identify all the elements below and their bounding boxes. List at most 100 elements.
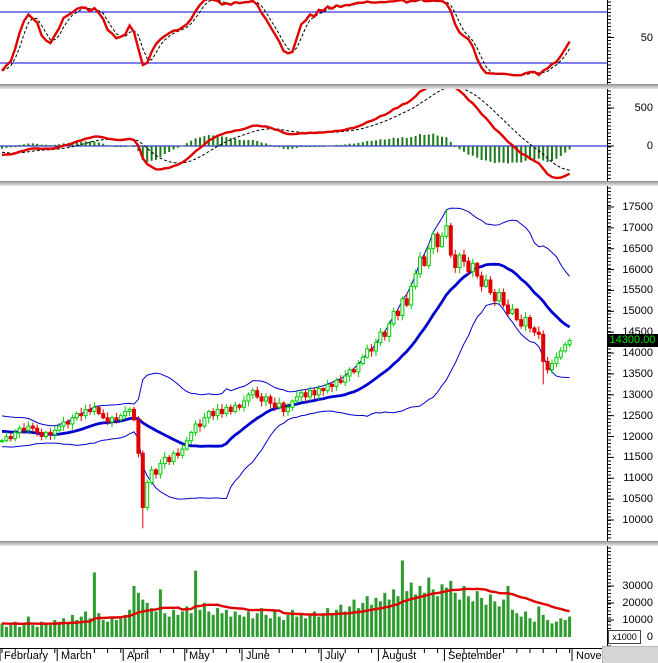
volume-bar (378, 601, 382, 637)
candle-down (382, 331, 387, 337)
volume-bar (559, 618, 563, 637)
macd-signal-dashed (1, 89, 570, 171)
price-axis-label: 11500 (623, 451, 653, 463)
volume-bar (75, 620, 79, 637)
candle-up (347, 369, 352, 377)
volume-bar (176, 614, 180, 637)
candle-down (479, 275, 484, 287)
candle-up (17, 427, 22, 433)
candle-up (558, 350, 563, 358)
volume-bar (246, 611, 250, 637)
volume-bar (532, 621, 536, 637)
candle-down (501, 292, 506, 306)
volume-panel (0, 560, 572, 637)
macd-histogram-bar (471, 146, 474, 156)
macd-histogram-bar (238, 139, 241, 146)
candle-down (154, 469, 158, 475)
volume-multiplier-label: x1000 (608, 630, 641, 644)
volume-bar (356, 608, 360, 637)
macd-histogram-bar (441, 136, 443, 146)
macd-histogram-bar (326, 145, 329, 147)
volume-bar (110, 616, 114, 637)
macd-histogram-bar (5, 146, 8, 148)
volume-bar (462, 586, 466, 637)
macd-histogram-bar (53, 144, 56, 146)
volume-bar (282, 620, 286, 637)
volume-bar (528, 618, 532, 637)
macd-histogram-bar (339, 144, 342, 146)
candle-up (356, 363, 361, 373)
volume-bar (62, 618, 66, 637)
candle-up (57, 425, 62, 431)
volume-bar (40, 621, 44, 637)
bollinger-lower-band (1, 302, 570, 500)
macd-histogram-bar (256, 141, 259, 146)
macd-histogram-bar (251, 139, 254, 146)
stochastic-red-line (1, 0, 571, 77)
macd-histogram-bar (511, 146, 514, 163)
candle-down (101, 413, 106, 419)
volume-bar (211, 614, 215, 637)
volume-bar (79, 616, 83, 637)
bollinger-upper-band (1, 207, 570, 427)
candle-up (149, 469, 154, 483)
volume-bar (44, 623, 48, 637)
macd-histogram-bar (335, 144, 338, 146)
volume-bar (70, 614, 74, 637)
month-label: April (127, 650, 150, 662)
candle-up (180, 448, 185, 456)
volume-bar (264, 614, 268, 637)
volume-bar (167, 616, 171, 637)
macd-histogram-bar (27, 143, 30, 146)
volume-bar (348, 606, 352, 637)
macd-histogram-bar (124, 145, 127, 147)
candle-down (8, 436, 13, 440)
volume-bar (365, 596, 369, 637)
macd-histogram-bar (273, 146, 276, 147)
macd-histogram-bar (555, 146, 558, 159)
candle-down (448, 225, 453, 256)
macd-histogram-bar (168, 146, 171, 153)
macd-histogram-bar (146, 146, 149, 162)
volume-bar (541, 614, 545, 637)
volume-sma-red-line (1, 587, 570, 626)
stochastic-panel (0, 0, 607, 77)
volume-bar (312, 611, 316, 637)
volume-bar (4, 626, 8, 637)
candle-down (79, 413, 84, 417)
volume-bar (132, 586, 136, 637)
candle-up (189, 431, 194, 442)
candle-up (391, 310, 396, 325)
macd-histogram-bar (375, 140, 377, 146)
price-axis-label: 17500 (622, 201, 653, 213)
candle-down (35, 427, 40, 433)
volume-bar (361, 603, 365, 637)
candle-up (162, 456, 167, 465)
macd-histogram-bar (542, 146, 545, 161)
panel-splitter-3[interactable] (0, 541, 658, 546)
candle-up (413, 273, 418, 287)
panel-splitter-2[interactable] (0, 181, 658, 186)
candle-up (387, 323, 392, 337)
candle-down (488, 279, 493, 294)
macd-histogram-bar (300, 146, 303, 147)
macd-histogram-bar (75, 141, 78, 146)
candle-down (338, 379, 343, 383)
volume-bar (189, 613, 193, 637)
volume-bar (207, 611, 211, 637)
macd-histogram-bar (119, 146, 122, 147)
volume-bar (84, 611, 88, 637)
macd-histogram-bar (445, 137, 448, 146)
macd-histogram-bar (331, 145, 333, 147)
macd-histogram-bar (480, 146, 483, 161)
stochastic-signal-dashed (1, 0, 571, 76)
volume-bar (299, 613, 303, 637)
candle-up (127, 408, 132, 412)
macd-histogram-bar (58, 144, 61, 146)
macd-histogram-bar (410, 137, 413, 146)
volume-bar (405, 591, 409, 637)
candle-up (123, 410, 128, 417)
panel-splitter-1[interactable] (0, 84, 658, 89)
